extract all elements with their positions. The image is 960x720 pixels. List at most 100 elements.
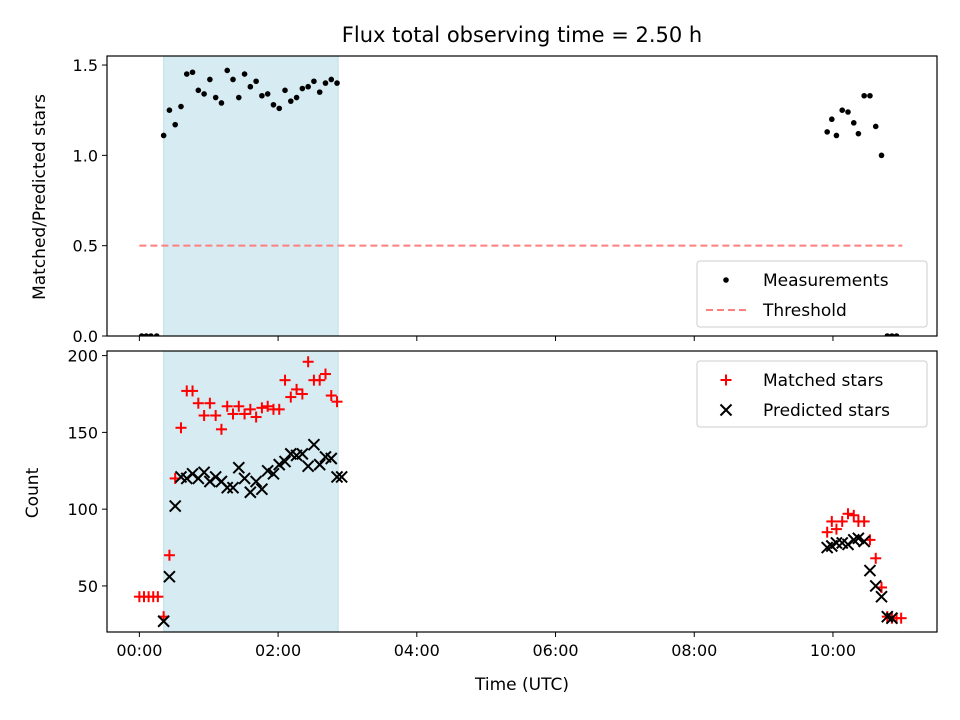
x-tick-label: 06:00	[532, 641, 578, 660]
predicted-stars-point	[863, 564, 877, 577]
legend: Matched stars Predicted stars	[696, 360, 928, 428]
measurements-point	[293, 94, 300, 101]
y-tick-label: 1.0	[73, 146, 98, 165]
legend-marker	[723, 277, 729, 283]
matched-stars-point	[830, 523, 842, 535]
x-tick-label: 00:00	[116, 641, 162, 660]
measurements-point	[201, 91, 207, 97]
predicted-stars-point-b	[232, 461, 245, 474]
predicted-stars-point	[157, 615, 170, 628]
predicted-stars-point-b	[296, 447, 309, 461]
matched-stars-point	[175, 422, 187, 434]
predicted-stars-series	[157, 438, 899, 628]
measurements-point	[138, 333, 145, 336]
matched-stars-point	[204, 397, 216, 409]
axes-frame	[106, 55, 938, 337]
predicted-stars-point	[869, 579, 882, 593]
legend-box	[696, 360, 928, 428]
predicted-stars-point	[226, 481, 240, 494]
data-layer	[138, 67, 903, 336]
predicted-stars-point-b	[221, 481, 234, 494]
predicted-stars-point-b	[885, 611, 899, 625]
measurements-point	[264, 91, 271, 97]
measurements-point	[143, 333, 150, 336]
measurements-point	[218, 100, 225, 106]
data-layer	[133, 356, 907, 628]
predicted-stars-point-b	[335, 470, 348, 484]
predicted-stars-point	[261, 464, 274, 477]
predicted-stars-point	[335, 470, 348, 484]
predicted-stars-point	[238, 472, 251, 485]
predicted-stars-point-b	[168, 499, 182, 513]
y-tick-label: 100	[67, 500, 98, 519]
measurements-point	[855, 130, 862, 137]
predicted-stars-point	[301, 459, 315, 473]
legend-label: Measurements	[763, 271, 889, 291]
measurements-point	[195, 87, 202, 94]
matched-stars-point	[858, 515, 870, 527]
predicted-stars-point-b	[863, 564, 877, 577]
predicted-stars-point-b	[273, 458, 286, 471]
measurements-series	[138, 67, 900, 336]
matched-stars-point	[331, 396, 343, 408]
measurements-point	[189, 69, 196, 76]
predicted-stars-point	[830, 536, 843, 550]
measurements-point	[247, 83, 254, 90]
predicted-stars-point-b	[857, 535, 871, 548]
legend-label: Threshold	[762, 301, 847, 321]
predicted-stars-point-b	[267, 467, 280, 481]
predicted-stars-point-b	[215, 475, 228, 488]
measurements-point	[276, 105, 283, 112]
predicted-stars-point-b	[313, 458, 326, 471]
matched-stars-point	[826, 515, 838, 527]
x-tick-label: 02:00	[255, 641, 301, 660]
predicted-stars-point-b	[226, 481, 240, 494]
y-tick-label: 1.5	[73, 56, 98, 75]
predicted-stars-point-b	[836, 536, 849, 550]
legend-label: Predicted stars	[763, 401, 890, 421]
predicted-stars-point	[232, 461, 245, 474]
measurements-point	[224, 67, 231, 74]
legend-marker	[720, 374, 732, 386]
predicted-stars-point	[307, 438, 321, 451]
measurements-point	[889, 333, 895, 336]
bottom-panel: 00:00 02:00 04:00 06:00 08:00 10:00 50 100 150 20…	[67, 347, 938, 660]
matched-stars-point	[314, 374, 326, 386]
measurements-point	[839, 107, 846, 113]
measurements-point	[172, 121, 179, 128]
x-tick-label: 08:00	[671, 641, 717, 660]
legend-box	[696, 260, 928, 328]
measurements-point	[282, 87, 288, 94]
predicted-stars-point-b	[278, 455, 292, 468]
measurements-point	[241, 71, 248, 77]
predicted-stars-point	[325, 452, 338, 465]
predicted-stars-point-b	[238, 472, 251, 485]
predicted-stars-point-b	[244, 486, 257, 499]
measurements-point	[833, 132, 840, 139]
matched-stars-point	[221, 400, 233, 412]
measurements-point	[288, 98, 294, 104]
matched-stars-point	[152, 591, 164, 603]
matched-stars-point	[273, 403, 285, 415]
legend-label: Matched stars	[763, 371, 883, 391]
measurements-point	[299, 85, 306, 92]
top-y-axis-label: Matched/Predicted stars	[30, 94, 50, 300]
matched-stars-point	[279, 374, 291, 386]
measurements-point	[153, 333, 160, 336]
measurements-point	[148, 333, 154, 336]
top-panel: 0.0 0.5 1.0 1.5 Measurements Threshold	[73, 55, 938, 346]
legend: Measurements Threshold	[696, 260, 928, 328]
predicted-stars-point-b	[875, 590, 888, 603]
predicted-stars-point	[278, 455, 292, 468]
predicted-stars-point	[221, 481, 234, 494]
predicted-stars-point	[197, 466, 211, 479]
matched-stars-point	[285, 391, 297, 403]
predicted-stars-point-b	[307, 438, 321, 451]
predicted-stars-point-b	[284, 447, 298, 461]
x-tick-label: 10:00	[810, 641, 856, 660]
measurements-point	[259, 92, 265, 99]
predicted-stars-point	[273, 458, 286, 471]
y-tick-label: 150	[67, 423, 98, 442]
predicted-stars-point	[857, 535, 871, 548]
predicted-stars-point-b	[261, 464, 274, 477]
